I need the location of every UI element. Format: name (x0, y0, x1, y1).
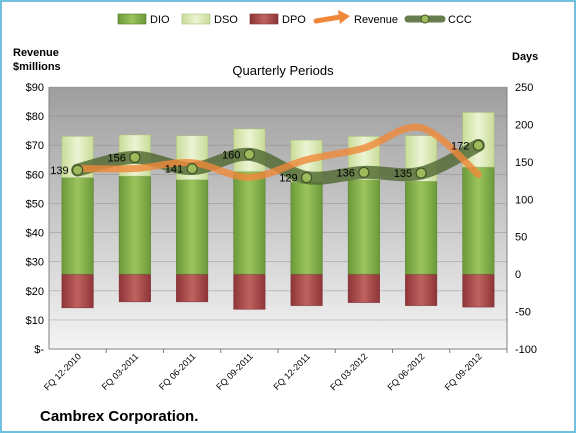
revenue-line (74, 123, 482, 181)
legend: DIO DSO DPO Revenue CCC (117, 10, 472, 26)
ccc-marker (243, 148, 255, 160)
ccc-marker (415, 167, 427, 179)
series-lines (71, 123, 485, 185)
left-tick-label: $- (34, 344, 44, 356)
bar-dio (176, 179, 209, 275)
right-axis-title: Days (512, 51, 538, 63)
left-tick-label: $10 (26, 315, 44, 327)
ccc-marker (301, 171, 313, 184)
bar-dio (405, 181, 438, 275)
ccc-data-label: 141 (165, 164, 183, 176)
left-axis-title-line1: Revenue (13, 47, 59, 59)
ccc-data-label: 129 (279, 173, 297, 185)
bar-dio (233, 171, 266, 275)
right-tick-label: 0 (515, 269, 521, 281)
bar-dpo (290, 273, 323, 306)
legend-swatch-revenue (313, 14, 343, 24)
left-axis-title-line2: $millions (13, 61, 61, 73)
bar-dpo (462, 273, 495, 308)
ccc-data-label: 156 (108, 152, 126, 164)
ccc-marker (472, 139, 484, 151)
legend-swatch-dio (117, 13, 147, 25)
right-tick-label: 50 (515, 232, 527, 244)
bar-dio (118, 175, 151, 275)
data-labels: 139 156 141 160 129 136 135 172 (50, 140, 469, 184)
chart-title: Quarterly Periods (232, 63, 334, 78)
company-name: Cambrex Corporation. (40, 408, 198, 425)
legend-arrow-head (338, 10, 350, 24)
bar-dpo (405, 273, 438, 306)
bar-dpo (61, 273, 94, 309)
right-tick-label: 100 (515, 194, 533, 206)
legend-marker-ccc (420, 14, 430, 24)
ccc-data-label: 135 (394, 168, 412, 180)
right-tick-label: -100 (515, 344, 537, 356)
right-tick-label: 250 (515, 82, 533, 94)
left-tick-label: $60 (26, 169, 44, 181)
right-tick-label: 150 (515, 157, 533, 169)
ccc-data-label: 160 (222, 149, 240, 161)
ccc-marker (72, 164, 84, 176)
left-tick-label: $50 (26, 198, 44, 210)
bar-dio (462, 166, 495, 275)
legend-label-dso: DSO (214, 14, 238, 26)
legend-label-dpo: DPO (282, 14, 306, 26)
left-tick-label: $90 (26, 82, 44, 94)
bar-dio (347, 179, 380, 275)
left-tick-label: $70 (26, 140, 44, 152)
bar-dpo (233, 273, 266, 310)
legend-label-dio: DIO (150, 14, 170, 26)
left-tick-label: $30 (26, 257, 44, 269)
ccc-data-label: 139 (50, 165, 68, 177)
left-tick-label: $20 (26, 286, 44, 298)
legend-swatch-dpo (249, 13, 279, 25)
ccc-data-label: 172 (451, 140, 469, 152)
bar-dpo (347, 273, 380, 303)
bar-dio (61, 177, 94, 275)
legend-label-revenue: Revenue (354, 14, 398, 26)
ccc-marker (358, 166, 370, 178)
bar-dio (290, 181, 323, 275)
plot-area (49, 87, 507, 349)
ccc-marker (186, 162, 198, 175)
legend-label-ccc: CCC (448, 14, 472, 26)
ccc-marker (129, 151, 141, 163)
left-tick-label: $80 (26, 111, 44, 123)
legend-swatch-dso (181, 13, 211, 25)
left-tick-label: $40 (26, 228, 44, 240)
right-tick-label: 200 (515, 119, 533, 131)
ccc-data-label: 136 (337, 167, 355, 179)
bar-dpo (118, 273, 151, 303)
bar-dpo (176, 273, 209, 303)
right-tick-label: -50 (515, 307, 531, 319)
